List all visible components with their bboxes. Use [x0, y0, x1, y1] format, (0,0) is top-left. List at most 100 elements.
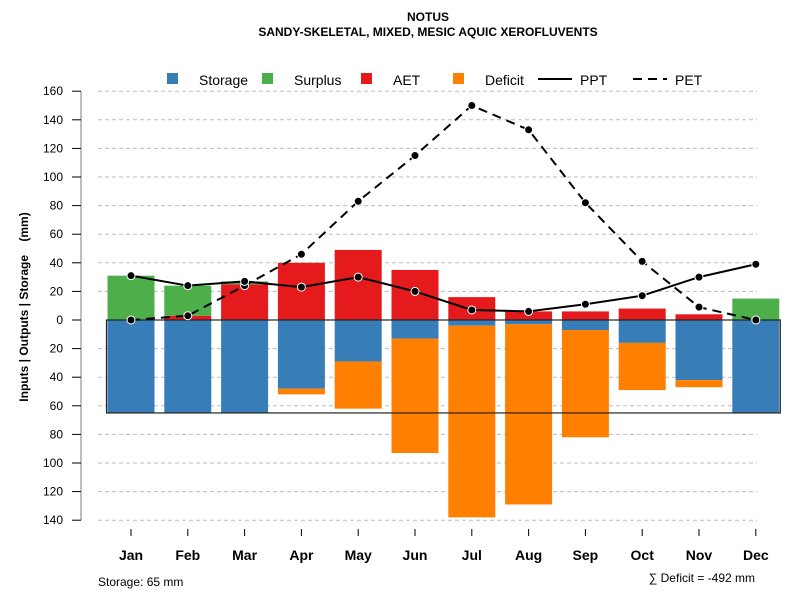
x-tick-label-jul: Jul: [462, 547, 482, 563]
y-tick-label: 120: [43, 485, 63, 499]
ppt-point: [296, 282, 306, 292]
x-tick-label-sep: Sep: [573, 547, 599, 563]
pet-point: [410, 151, 420, 161]
legend-label-storage: Storage: [199, 72, 248, 88]
aet-bar: [618, 308, 666, 320]
storage-bar: [448, 320, 496, 326]
y-tick-label: 100: [43, 456, 63, 470]
storage-bar: [732, 320, 780, 413]
series-lines: [126, 101, 761, 325]
deficit-bar: [561, 330, 609, 438]
legend-label-ppt: PPT: [580, 72, 608, 88]
y-tick-label: 160: [43, 84, 63, 98]
x-tick-label-feb: Feb: [175, 547, 200, 563]
ppt-point: [580, 299, 590, 309]
y-axis-label: Inputs | Outputs | Storage (mm): [17, 212, 31, 401]
pet-point: [524, 125, 534, 135]
legend: Storage Surplus AET Deficit PPT PET: [167, 72, 703, 88]
surplus-bar: [732, 298, 780, 320]
storage-bar: [675, 320, 723, 381]
ppt-line: [130, 263, 757, 313]
legend-label-deficit: Deficit: [485, 72, 524, 88]
deficit-bar: [505, 324, 553, 505]
y-tick-label: 20: [50, 284, 64, 298]
ppt-point: [410, 286, 420, 296]
storage-capacity-box: [105, 319, 781, 414]
deficit-bar: [334, 361, 382, 409]
storage-bar: [277, 320, 325, 389]
legend-label-aet: AET: [393, 72, 421, 88]
pet-point: [126, 315, 136, 325]
legend-swatch-aet: [361, 73, 372, 84]
y-tick-label: 100: [43, 170, 63, 184]
storage-bar: [618, 320, 666, 343]
y-axis: 160 140 120 100 80 60 40 20 0 20 40 60 80 100 120 140: [43, 84, 82, 527]
pet-point: [467, 101, 477, 110]
deficit-bar: [618, 342, 666, 391]
x-tick-label-aug: Aug: [515, 547, 542, 563]
y-tick-label: 20: [50, 342, 64, 356]
x-tick-label-may: May: [345, 547, 372, 563]
y-tick-label: 60: [50, 227, 64, 241]
deficit-total: ∑ Deficit = -492 mm: [649, 571, 755, 585]
ppt-point: [637, 291, 647, 301]
aet-bar: [561, 311, 609, 320]
pet-point: [751, 315, 761, 325]
x-axis: Jan Feb Mar Apr May Jun Jul Aug Sep Oct Nov Dec: [119, 529, 769, 563]
legend-swatch-storage: [167, 73, 178, 84]
legend-swatch-surplus: [262, 73, 273, 84]
legend-label-pet: PET: [675, 72, 703, 88]
y-tick-label: 40: [50, 256, 64, 270]
aet-bar: [675, 314, 723, 320]
storage-bar: [164, 320, 212, 413]
y-tick-label: 140: [43, 513, 63, 527]
surplus-bar: [164, 285, 212, 316]
storage-bar: [107, 320, 155, 413]
storage-bar: [334, 320, 382, 362]
pet-point: [183, 311, 193, 321]
storage-note: Storage: 65 mm: [98, 575, 183, 589]
ppt-point: [751, 259, 761, 269]
x-tick-label-oct: Oct: [631, 547, 655, 563]
x-tick-label-mar: Mar: [232, 547, 257, 563]
bars: [107, 249, 780, 518]
storage-bar: [391, 320, 439, 339]
ppt-point: [126, 271, 136, 281]
ppt-point: [353, 272, 363, 282]
y-tick-label: 60: [50, 399, 64, 413]
y-tick-label: 0: [56, 313, 63, 327]
aet-bar: [221, 284, 269, 320]
storage-outline: [105, 319, 781, 414]
y-tick-label: 80: [50, 199, 64, 213]
ppt-point: [524, 306, 534, 316]
deficit-bar: [675, 380, 723, 388]
pet-point: [296, 249, 306, 259]
aet-bar: [334, 249, 382, 320]
x-tick-label-dec: Dec: [743, 547, 769, 563]
surplus-bar: [107, 275, 155, 320]
x-tick-label-nov: Nov: [686, 547, 713, 563]
storage-bar: [561, 320, 609, 331]
legend-label-surplus: Surplus: [294, 72, 341, 88]
deficit-bar: [391, 338, 439, 453]
y-tick-label: 40: [50, 370, 64, 384]
x-tick-label-apr: Apr: [289, 547, 314, 563]
chart-subtitle: SANDY-SKELETAL, MIXED, MESIC AQUIC XEROF…: [258, 25, 597, 39]
pet-point: [353, 196, 363, 206]
ppt-point: [240, 276, 250, 286]
pet-point: [694, 302, 704, 312]
y-tick-label: 140: [43, 113, 63, 127]
ppt-point: [183, 281, 193, 291]
deficit-bar: [277, 388, 325, 395]
chart-title: NOTUS: [407, 10, 449, 24]
pet-point: [637, 256, 647, 266]
storage-bar: [221, 320, 269, 413]
pet-line: [130, 104, 757, 321]
legend-swatch-deficit: [453, 73, 464, 84]
x-tick-label-jun: Jun: [403, 547, 428, 563]
pet-point: [580, 198, 590, 208]
x-tick-label-jan: Jan: [119, 547, 143, 563]
ppt-point: [467, 305, 477, 315]
y-tick-label: 80: [50, 427, 64, 441]
